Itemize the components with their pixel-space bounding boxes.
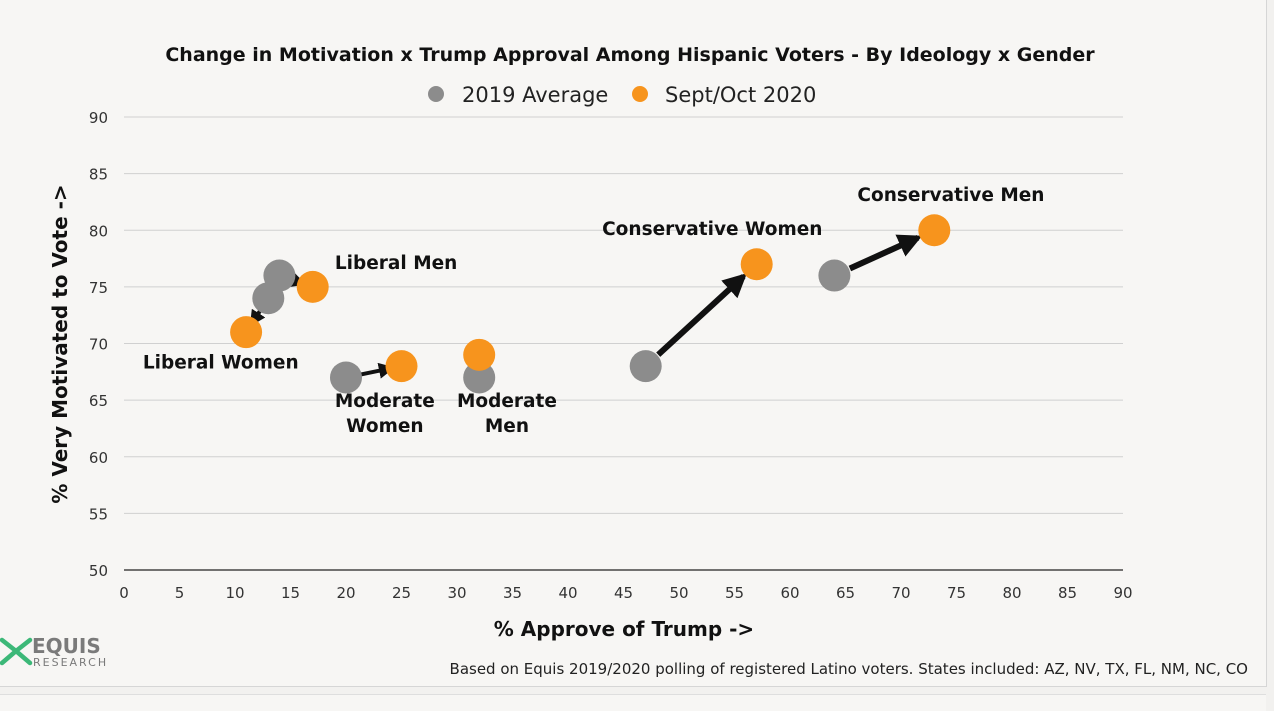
data-points [230,214,951,394]
point-2019-moderate-men [463,361,496,394]
equis-logo: EQUIS RESEARCH [0,634,108,669]
x-axis-label: % Approve of Trump -> [494,617,754,641]
x-tick-label: 55 [725,584,744,602]
point-labels: Liberal Men Liberal Women Moderate Women Mod… [143,185,1045,437]
point-2019-liberal-women [252,282,285,315]
y-tick-label: 60 [89,449,108,467]
x-tick-label: 40 [558,584,577,602]
point-2019-conservative-men [818,259,851,292]
point-2020-conservative-men [918,214,951,247]
point-2019-conservative-women [629,350,662,383]
point-2020-liberal-men [296,270,329,303]
point-label-liberal-men: Liberal Men [335,253,457,274]
x-tick-label: 70 [891,584,910,602]
point-2019-moderate-women [330,361,362,394]
y-tick-label: 75 [89,279,108,297]
legend-marker-2020 [632,86,648,102]
x-tick-label: 25 [392,584,411,602]
gridlines [124,116,1123,571]
x-tick-label: 35 [503,584,522,602]
point-label-moderate-women: Moderate Women [335,391,435,437]
x-tick-label: 15 [281,584,300,602]
point-2020-moderate-women [385,350,418,383]
chart-title: Change in Motivation x Trump Approval Am… [165,44,1095,66]
point-label-moderate-men: Moderate Men [457,391,557,437]
x-tick-label: 80 [1002,584,1021,602]
y-tick-label: 65 [89,392,108,410]
point-label-conservative-men: Conservative Men [857,185,1044,206]
change-arrow [848,234,923,272]
footnote: Based on Equis 2019/2020 polling of regi… [450,660,1248,678]
y-tick-label: 85 [89,166,108,184]
y-tick-label: 50 [89,562,108,580]
logo-subtitle: RESEARCH [33,656,108,669]
x-tick-label: 75 [947,584,966,602]
x-tick-label: 85 [1058,584,1077,602]
x-tick-label: 5 [175,584,185,602]
x-tick-label: 60 [780,584,799,602]
x-tick-label: 10 [225,584,244,602]
point-2020-conservative-women [740,248,773,281]
point-label-conservative-women: Conservative Women [602,219,822,240]
legend-marker-2019 [428,86,444,102]
legend-label-2020: Sept/Oct 2020 [665,83,816,107]
change-arrow [656,273,747,357]
y-tick-label: 70 [89,336,108,354]
legend: 2019 Average Sept/Oct 2020 [428,83,816,107]
logo-wordmark: EQUIS [32,634,101,658]
point-2020-liberal-women [230,316,263,349]
next-card-edge [0,694,1266,711]
y-tick-label: 55 [89,505,108,523]
x-tick-label: 90 [1113,584,1132,602]
x-tick-label: 50 [669,584,688,602]
y-tick-label: 80 [89,222,108,240]
point-label-liberal-women: Liberal Women [143,352,299,373]
y-axis-label: % Very Motivated to Vote -> [48,184,72,503]
x-tick-label: 0 [119,584,129,602]
point-2020-moderate-men [463,338,496,371]
x-tick-labels: 0 5 10 15 20 25 30 35 40 45 50 55 60 65 70 75 80 85 90 [119,584,1132,602]
x-tick-label: 45 [614,584,633,602]
x-tick-label: 30 [447,584,466,602]
y-tick-label: 90 [89,109,108,127]
x-tick-label: 20 [336,584,355,602]
logo-mark-icon [0,637,33,666]
x-tick-label: 65 [836,584,855,602]
y-tick-labels: 50 55 60 65 70 75 80 85 90 [89,109,108,580]
legend-label-2019: 2019 Average [462,83,608,107]
